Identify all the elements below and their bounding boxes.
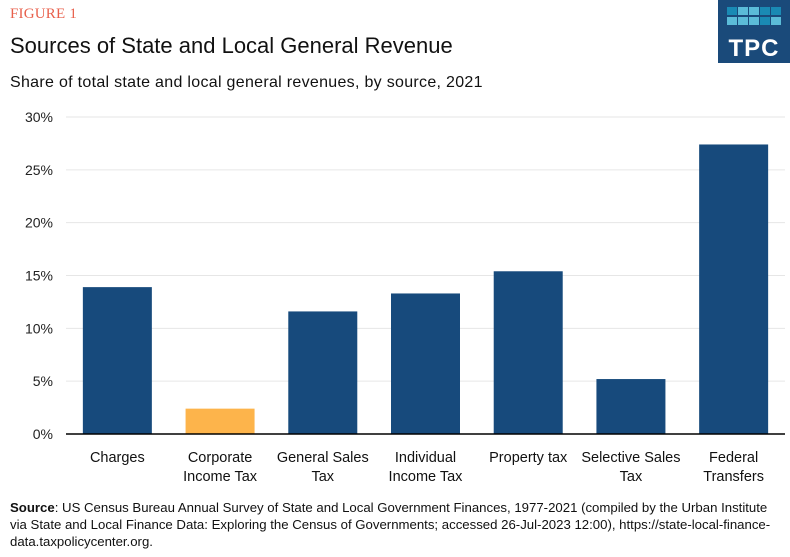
source-label: Source <box>10 500 55 515</box>
logo-cell <box>738 17 748 25</box>
chart-title: Sources of State and Local General Reven… <box>10 33 453 58</box>
bar <box>699 144 769 434</box>
logo-cell <box>727 7 737 15</box>
source-note: Source: US Census Bureau Annual Survey o… <box>10 499 785 550</box>
y-tick-label: 10% <box>25 320 53 336</box>
logo-cell <box>727 17 737 25</box>
bar <box>288 311 358 434</box>
y-tick-label: 20% <box>25 215 53 231</box>
y-tick-label: 30% <box>25 109 53 125</box>
y-tick-label: 25% <box>25 162 53 178</box>
y-tick-label: 0% <box>33 426 53 442</box>
source-text: : US Census Bureau Annual Survey of Stat… <box>10 500 771 549</box>
logo-cell <box>771 7 781 15</box>
logo-cell <box>760 7 770 15</box>
bar <box>493 271 563 434</box>
bar <box>391 293 460 434</box>
x-tick-label: Tax <box>620 469 643 485</box>
tpc-logo: TPC <box>718 0 790 63</box>
logo-cell <box>760 17 770 25</box>
y-tick-label: 15% <box>25 268 53 284</box>
x-tick-label: Income Tax <box>389 469 464 485</box>
bar <box>596 379 666 434</box>
logo-text: TPC <box>728 35 780 62</box>
logo-cell <box>738 7 748 15</box>
x-tick-label: Tax <box>311 469 334 485</box>
x-tick-label: General Sales <box>277 450 369 466</box>
x-tick-label: Individual <box>395 450 456 466</box>
x-tick-label: Transfers <box>703 469 764 485</box>
y-tick-label: 5% <box>33 373 53 389</box>
chart-subtitle: Share of total state and local general r… <box>10 74 483 91</box>
x-tick-label: Selective Sales <box>581 450 680 466</box>
bar <box>82 287 152 434</box>
x-tick-label: Income Tax <box>183 469 258 485</box>
x-tick-label: Corporate <box>188 450 252 466</box>
bar-chart: 0% 5% 10% 15% 20% 25% 30% Charges Corporate Incom… <box>25 109 785 485</box>
figure-label: FIGURE 1 <box>10 6 78 22</box>
bar <box>185 408 255 434</box>
logo-cell <box>749 17 759 25</box>
x-tick-label: Federal <box>709 450 758 466</box>
logo-cell <box>771 17 781 25</box>
logo-cell <box>749 7 759 15</box>
x-tick-label: Charges <box>90 450 145 466</box>
x-tick-label: Property tax <box>489 450 568 466</box>
